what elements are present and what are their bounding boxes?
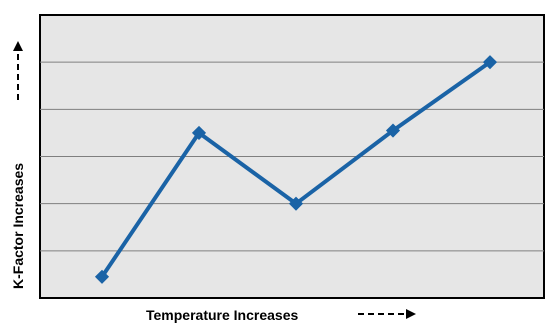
data-point-marker (191, 125, 207, 140)
data-point-marker (288, 196, 304, 211)
x-axis-label: Temperature Increases (146, 307, 298, 323)
x-axis-dashed-arrow (358, 309, 416, 319)
series-markers (94, 55, 498, 284)
data-point-marker (385, 123, 401, 138)
data-point-marker (94, 269, 110, 284)
y-axis-dashed-arrow (13, 41, 23, 100)
y-axis-label: K-Factor Increases (10, 163, 26, 289)
data-point-marker (482, 55, 498, 70)
